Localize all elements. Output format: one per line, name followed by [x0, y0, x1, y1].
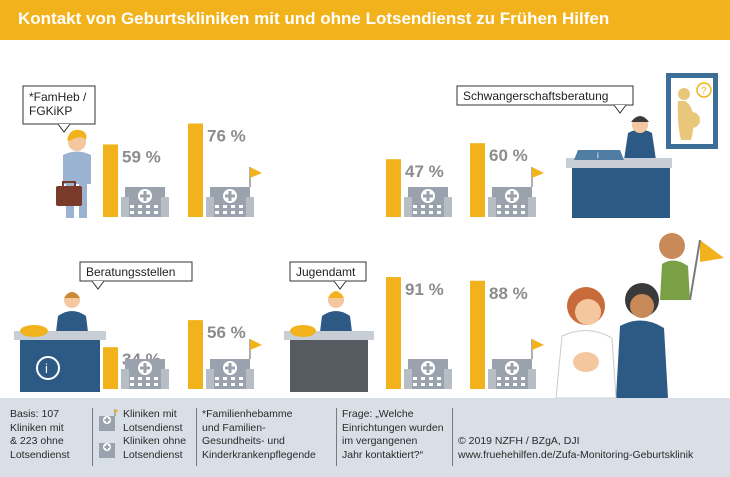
legend-item-with: Kliniken mit Lotsendienst	[97, 408, 186, 435]
group-label-schwangerschaftsberatung-text: Schwangerschaftsberatung	[463, 89, 608, 103]
bar	[188, 320, 203, 389]
group-label-beratungsstellen: Beratungsstellen	[79, 261, 193, 290]
basis-line: Kliniken mit	[10, 421, 64, 434]
midwife-illustration	[56, 129, 91, 218]
legend-with-line: Kliniken mit	[123, 408, 177, 420]
svg-text:i: i	[597, 151, 599, 160]
basis-line: Basis: 107	[10, 408, 60, 420]
copyright-text: © 2019 NZFH / BZgA, DJI	[458, 435, 580, 447]
hospital-flag-icon	[206, 339, 262, 389]
question-line: Frage: „Welche	[342, 408, 414, 420]
footnote-line: *Familienhebamme	[202, 408, 293, 420]
hospital-icon	[404, 187, 452, 217]
hospital-flag-icon	[206, 167, 262, 217]
group-label-famheb: *FamHeb / FGKiKP	[22, 85, 96, 133]
hospital-icon	[121, 359, 169, 389]
footer-credits: © 2019 NZFH / BZgA, DJI www.fruehehilfen…	[458, 435, 693, 462]
bar-value-label: 76 %	[207, 127, 246, 146]
hospital-icon	[404, 359, 452, 389]
footer-divider	[336, 408, 337, 466]
bar-value-label: 56 %	[207, 323, 246, 342]
counseling-center-illustration: i	[14, 292, 106, 392]
footer-divider	[92, 408, 93, 466]
group-label-jugendamt-text: Jugendamt	[296, 265, 356, 279]
family-illustration	[555, 233, 724, 398]
footer-question: Frage: „Welche Einrichtungen wurden im v…	[342, 408, 444, 462]
bar-value-label: 88 %	[489, 284, 528, 303]
question-line: Einrichtungen wurden	[342, 421, 444, 434]
bar	[386, 159, 401, 217]
bar-value-label: 60 %	[489, 146, 528, 165]
bar	[386, 277, 401, 389]
chart-title: Kontakt von Geburtskliniken mit und ohne…	[18, 9, 610, 28]
youth-office-illustration	[284, 291, 374, 392]
group-label-schwangerschaftsberatung: Schwangerschaftsberatung	[456, 85, 634, 114]
bar-value-label: 47 %	[405, 162, 444, 181]
basis-line: & 223 ohne	[10, 435, 64, 447]
footer-divider	[196, 408, 197, 466]
footer-basis: Basis: 107 Kliniken mit & 223 ohne Lotse…	[10, 408, 70, 462]
legend-without-line: Lotsendienst	[123, 448, 183, 461]
hospital-icon	[99, 443, 115, 458]
bar	[188, 123, 203, 217]
pregnant-woman-poster: ?	[666, 73, 718, 149]
group-label-famheb-line1: *FamHeb / FGKiKP	[29, 90, 87, 118]
basis-line: Lotsendienst	[10, 448, 70, 461]
footnote-line: Gesundheits- und	[202, 435, 285, 447]
title-bar: Kontakt von Geburtskliniken mit und ohne…	[0, 0, 730, 40]
hospital-flag-icon	[488, 167, 544, 217]
group-label-beratungsstellen-text: Beratungsstellen	[86, 265, 175, 279]
hospital-icon	[121, 187, 169, 217]
footer-divider	[452, 408, 453, 466]
group-label-jugendamt: Jugendamt	[289, 261, 367, 290]
question-line: Jahr kontaktiert?“	[342, 448, 424, 461]
bar	[470, 280, 485, 389]
legend-item-without: Kliniken ohne Lotsendienst	[97, 435, 186, 462]
source-url: www.fruehehilfen.de/Zufa-Monitoring-Gebu…	[458, 448, 694, 461]
footnote-line: und Familien-	[202, 421, 266, 434]
footnote-line: Kinderkrankenpflegende	[202, 448, 316, 461]
bar	[470, 143, 485, 217]
bar-value-label: 91 %	[405, 280, 444, 299]
counselor-desk-illustration: i	[566, 116, 672, 218]
bar	[103, 347, 118, 389]
footer-legend: Kliniken mit Lotsendienst Kliniken ohne …	[97, 408, 186, 462]
legend-without-line: Kliniken ohne	[123, 435, 187, 447]
hospital-flag-icon	[99, 409, 119, 431]
bars-layer: 59 %76 %47 %60 %34 %56 %91 %88 %	[103, 123, 544, 389]
chart-canvas: ? i i	[14, 73, 724, 398]
hospital-flag-icon	[488, 339, 544, 389]
question-line: im vergangenen	[342, 435, 418, 447]
footer: Basis: 107 Kliniken mit & 223 ohne Lotse…	[0, 398, 730, 477]
bar	[103, 144, 118, 217]
legend-with-line: Lotsendienst	[123, 421, 183, 434]
footer-footnote: *Familienhebamme und Familien- Gesundhei…	[202, 408, 316, 462]
bar-value-label: 59 %	[122, 147, 161, 166]
svg-text:?: ?	[701, 86, 707, 97]
svg-text:i: i	[45, 361, 48, 376]
